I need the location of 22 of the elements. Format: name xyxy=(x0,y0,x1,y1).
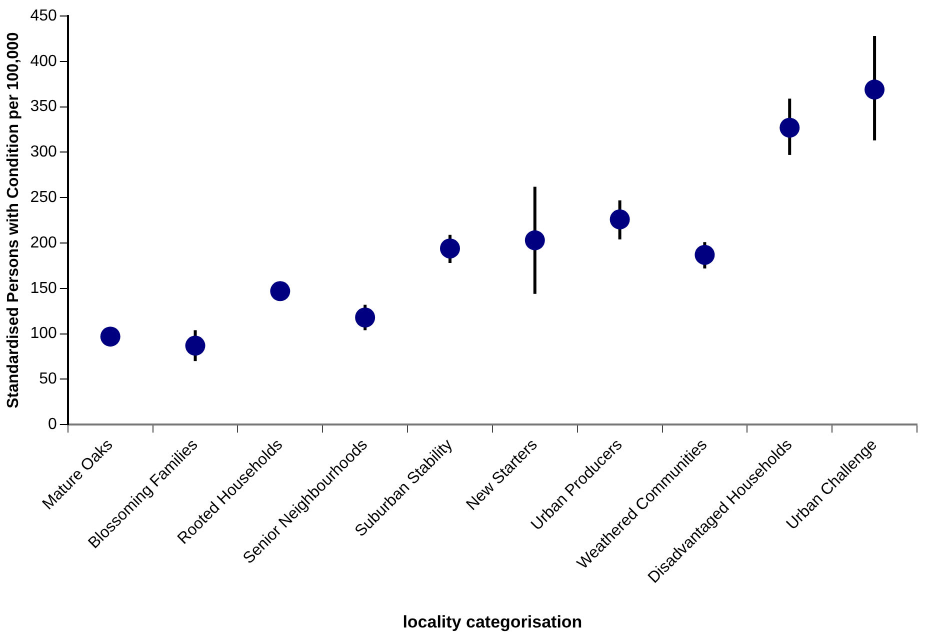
point xyxy=(440,238,460,258)
y-tick-label: 300 xyxy=(30,144,57,161)
point xyxy=(780,118,800,138)
y-tick-label: 200 xyxy=(30,234,57,252)
point xyxy=(100,326,120,347)
y-tick-label: 0 xyxy=(48,416,57,434)
y-tick-label: 150 xyxy=(30,280,57,297)
y-tick-label: 50 xyxy=(39,370,57,388)
y-axis-title: Standardised Persons with Condition per 100,000 xyxy=(5,32,22,408)
point xyxy=(185,336,206,356)
point xyxy=(694,244,715,265)
x-axis-title: locality categorisation xyxy=(402,612,582,632)
point xyxy=(355,307,376,328)
y-tick-label: 350 xyxy=(30,98,57,116)
point xyxy=(524,230,545,250)
y-tick-label: 250 xyxy=(30,189,57,206)
point xyxy=(864,80,885,100)
point xyxy=(270,281,290,302)
y-tick-label: 400 xyxy=(30,52,57,70)
y-tick-label: 450 xyxy=(30,7,57,24)
point xyxy=(610,209,630,230)
y-tick-label: 100 xyxy=(30,325,57,342)
